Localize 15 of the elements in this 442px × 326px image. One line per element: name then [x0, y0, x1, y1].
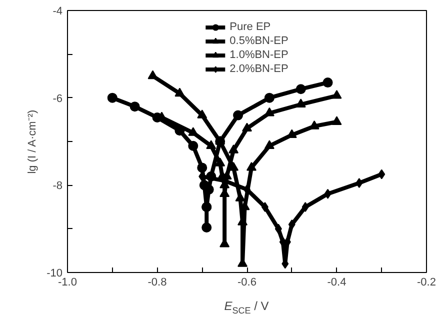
y-tick-label: -10	[46, 268, 63, 280]
x-axis-title: E$_{SCE}$ / V	[224, 298, 269, 318]
legend-label: 0.5%BN-EP	[230, 34, 288, 48]
x-tick-label: -0.4	[327, 276, 346, 288]
y-tick-label: -4	[52, 6, 62, 18]
y-axis-title: lg (I / A·cm⁻²)	[26, 110, 39, 174]
x-tick-label: -1.0	[58, 276, 77, 288]
legend-label: 1.0%BN-EP	[230, 48, 288, 62]
y-tick-label: -6	[52, 92, 62, 105]
legend-label: 2.0%BN-EP	[230, 62, 288, 76]
x-tick-label: -0.2	[417, 276, 436, 288]
legend-label: Pure EP	[230, 20, 271, 34]
x-tick-label: -0.6	[238, 276, 256, 288]
x-tick-label: -0.8	[148, 276, 167, 288]
y-tick-label: -8	[52, 180, 62, 192]
